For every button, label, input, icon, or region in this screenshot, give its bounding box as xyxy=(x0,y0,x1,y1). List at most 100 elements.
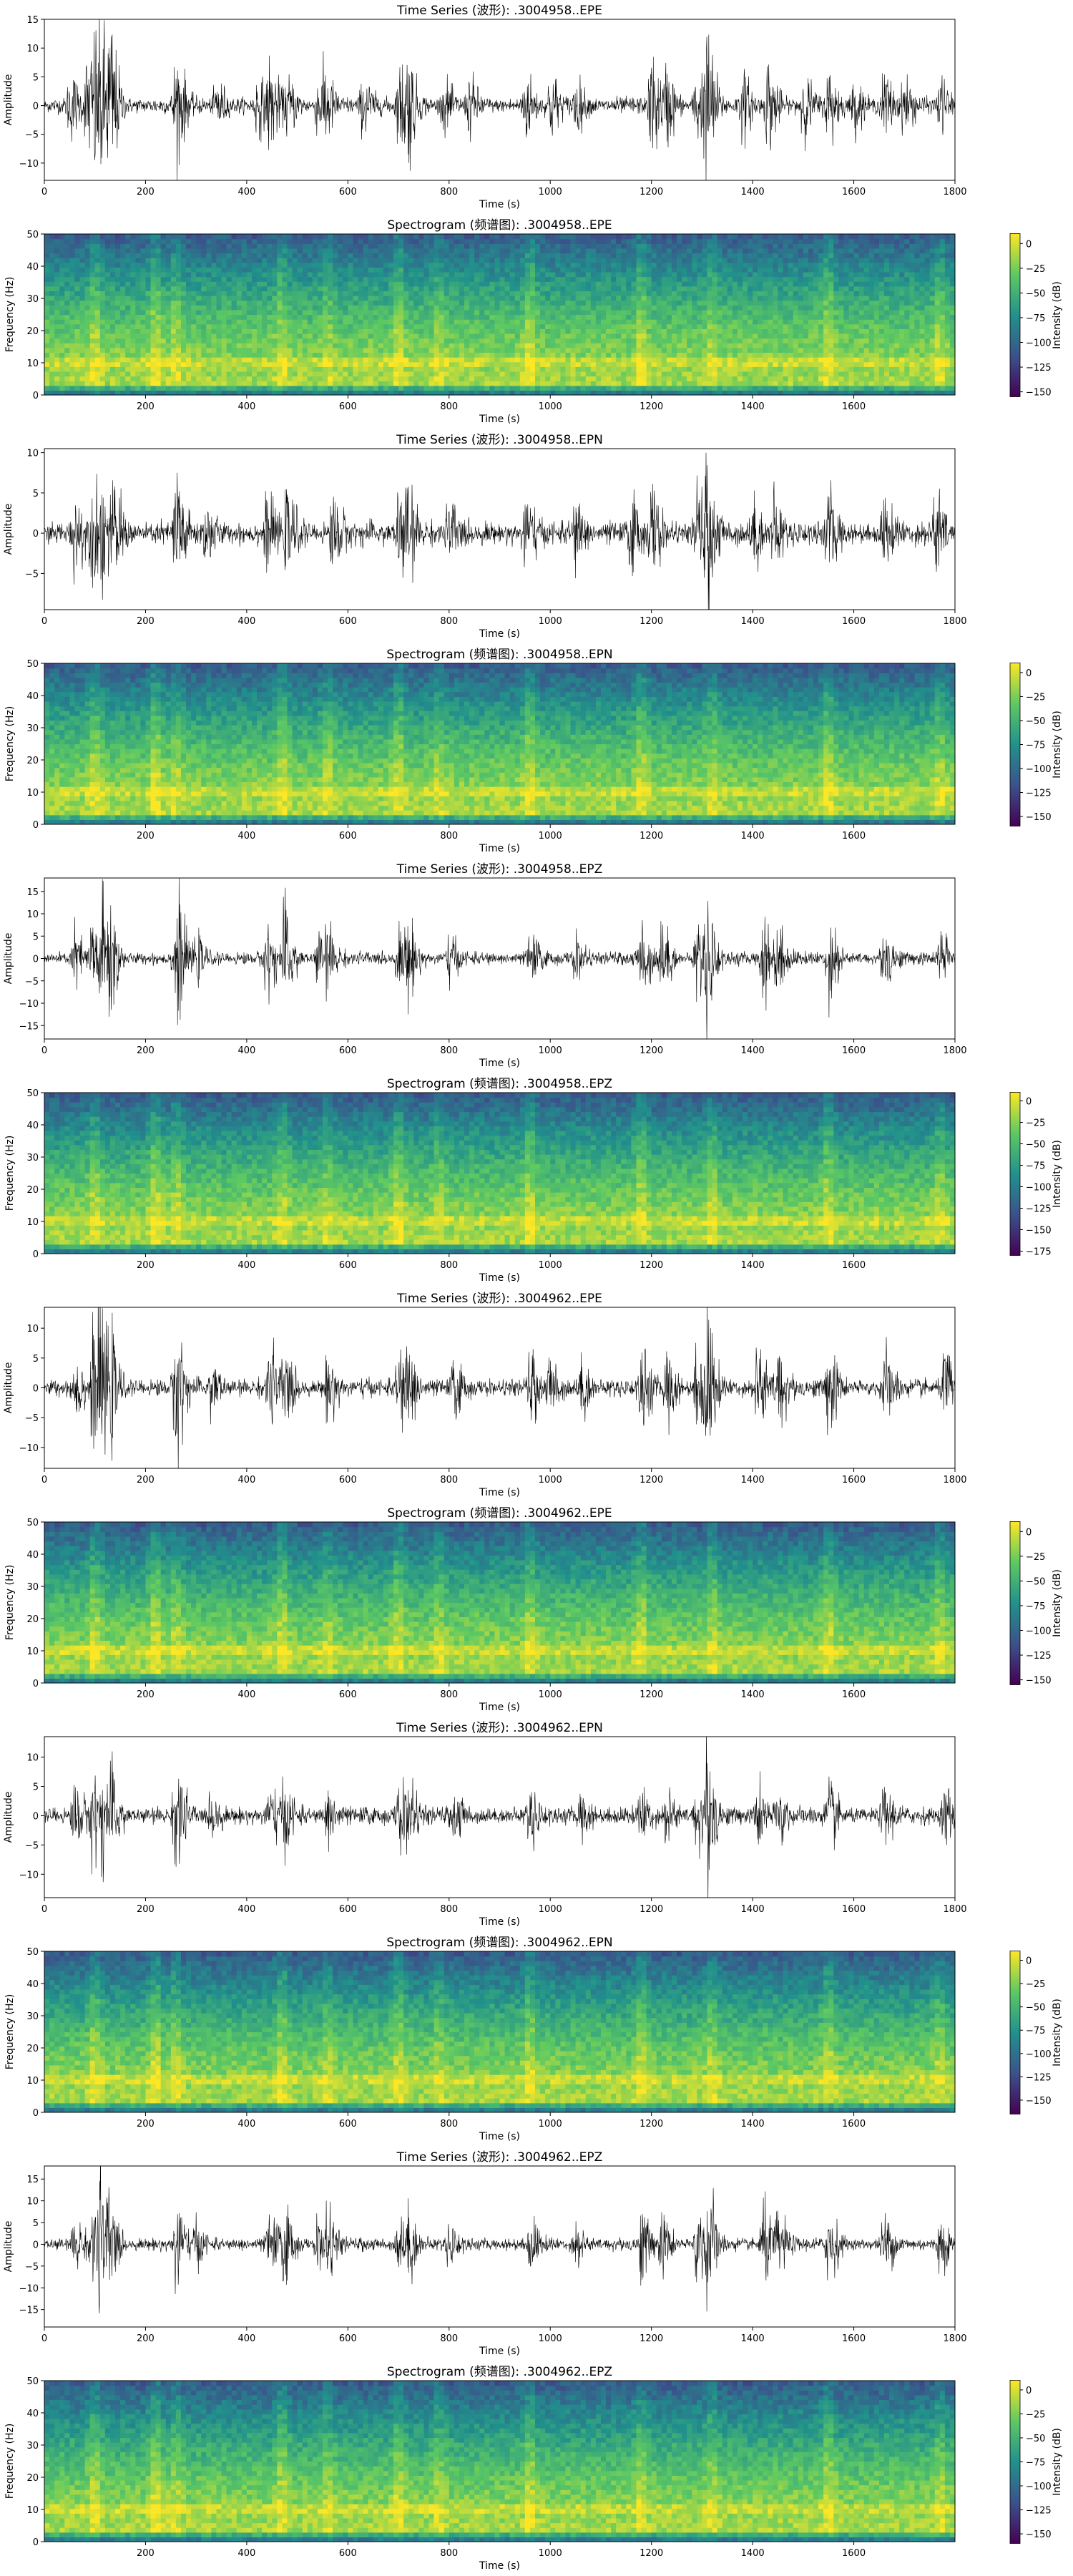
spectrogram-cell xyxy=(317,376,323,381)
spectrogram-cell xyxy=(333,361,338,367)
spectrogram-cell xyxy=(64,357,70,363)
spectrogram-cell xyxy=(768,361,773,367)
spectrogram-cell xyxy=(540,291,546,296)
spectrogram-cell xyxy=(484,291,490,296)
spectrogram-cell xyxy=(489,267,496,273)
spectrogram-cell xyxy=(69,343,76,348)
spectrogram-cell xyxy=(590,352,597,358)
spectrogram-cell xyxy=(201,271,207,278)
spectrogram-cell xyxy=(120,366,126,372)
spectrogram-cell xyxy=(677,319,682,325)
spectrogram-cell xyxy=(868,281,875,287)
spectrogram-cell xyxy=(509,276,516,282)
spectrogram-cell xyxy=(241,390,248,395)
spectrogram-cell xyxy=(338,286,343,292)
spectrogram-cell xyxy=(944,291,951,296)
spectrogram-cell xyxy=(914,296,921,301)
spectrogram-cell xyxy=(74,338,81,343)
spectrogram-cell xyxy=(338,343,343,348)
spectrogram-cell xyxy=(873,357,880,363)
spectrogram-cell xyxy=(944,343,951,348)
spectrogram-cell xyxy=(307,343,313,348)
spectrogram-cell xyxy=(697,319,702,325)
spectrogram-cell xyxy=(135,319,141,325)
spectrogram-cell xyxy=(904,300,910,306)
spectrogram-cell xyxy=(565,271,572,278)
spectrogram-cell xyxy=(651,291,657,296)
spectrogram-cell xyxy=(661,366,667,372)
spectrogram-cell xyxy=(798,347,804,353)
spectrogram-cell xyxy=(94,328,101,334)
spectrogram-cell xyxy=(358,343,364,348)
spectrogram-cell xyxy=(469,338,475,343)
spectrogram-cell xyxy=(64,281,70,287)
spectrogram-cell xyxy=(459,333,465,339)
spectrogram-cell xyxy=(267,357,273,363)
spectrogram-cell xyxy=(818,319,824,325)
spectrogram-cell xyxy=(348,309,353,316)
spectrogram-cell xyxy=(590,305,597,311)
spectrogram-cell xyxy=(125,291,131,296)
spectrogram-cell xyxy=(140,309,147,316)
spectrogram-cell xyxy=(241,300,248,306)
spectrogram-cell xyxy=(575,371,582,377)
spectrogram-cell xyxy=(868,333,875,339)
spectrogram-cell xyxy=(651,281,657,287)
spectrogram-cell xyxy=(353,333,359,339)
spectrogram-cell xyxy=(828,361,834,367)
spectrogram-cell xyxy=(413,319,419,325)
spectrogram-cell xyxy=(251,286,258,292)
spectrogram-cell xyxy=(600,300,607,306)
spectrogram-cell xyxy=(732,352,738,358)
spectrogram-cell xyxy=(717,390,723,395)
spectrogram-cell xyxy=(843,319,850,325)
spectrogram-cell xyxy=(616,281,622,287)
spectrogram-cell xyxy=(778,276,784,282)
spectrogram-cell xyxy=(373,262,379,268)
spectrogram-cell xyxy=(697,390,702,395)
spectrogram-cell xyxy=(175,276,182,282)
spectrogram-cell xyxy=(251,333,258,339)
spectrogram-cell xyxy=(519,291,526,296)
spectrogram-cell xyxy=(788,333,794,339)
spectrogram-cell xyxy=(317,305,323,311)
spectrogram-cell xyxy=(236,323,242,329)
spectrogram-cell xyxy=(570,333,577,339)
spectrogram-cell xyxy=(636,309,642,316)
spectrogram-cell xyxy=(494,271,501,278)
spectrogram-cell xyxy=(529,291,536,296)
spectrogram-cell xyxy=(145,352,152,358)
spectrogram-cell xyxy=(621,276,627,282)
spectrogram-cell xyxy=(732,276,738,282)
spectrogram-cell xyxy=(524,267,531,273)
spectrogram-cell xyxy=(216,271,222,278)
spectrogram-cell xyxy=(565,328,572,334)
spectrogram-cell xyxy=(104,296,111,301)
spectrogram-cell xyxy=(79,390,86,395)
spectrogram-cell xyxy=(413,361,419,367)
spectrogram-cell xyxy=(469,366,475,372)
spectrogram-cell xyxy=(585,286,592,292)
spectrogram-cell xyxy=(783,276,789,282)
spectrogram-cell xyxy=(479,323,485,329)
spectrogram-cell xyxy=(717,357,723,363)
spectrogram-cell xyxy=(545,347,551,353)
spectrogram-cell xyxy=(282,366,288,372)
spectrogram-cell xyxy=(529,376,536,381)
spectrogram-cell xyxy=(64,300,70,306)
spectrogram-cell xyxy=(44,328,50,334)
spectrogram-cell xyxy=(737,281,743,287)
spectrogram-cell xyxy=(216,281,222,287)
spectrogram-cell xyxy=(277,309,283,316)
spectrogram-cell xyxy=(646,300,652,306)
spectrogram-cell xyxy=(717,371,723,377)
spectrogram-cell xyxy=(226,323,232,329)
spectrogram-cell xyxy=(742,381,748,386)
spectrogram-cell xyxy=(191,328,197,334)
spectrogram-cell xyxy=(120,361,126,367)
spectrogram-cell xyxy=(606,319,612,325)
spectrogram-cell xyxy=(104,390,111,395)
spectrogram-cell xyxy=(241,305,248,311)
spectrogram-cell xyxy=(49,371,55,377)
spectrogram-cell xyxy=(924,357,931,363)
